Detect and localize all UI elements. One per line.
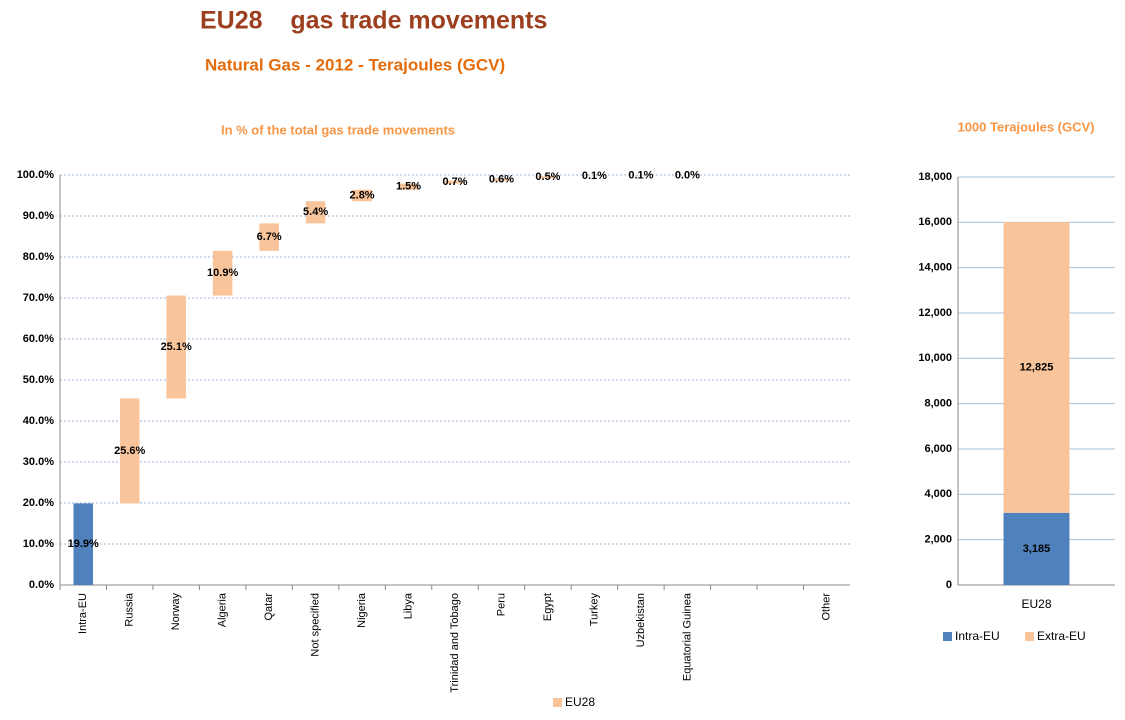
x-tick-label: Not specified	[309, 593, 321, 657]
page-title: EU28 gas trade movements	[200, 7, 547, 35]
y-tick-label: 30.0%	[23, 456, 54, 468]
bar	[119, 398, 140, 504]
y-tick-label: 70.0%	[23, 292, 54, 304]
y-tick-label: 90.0%	[23, 210, 54, 222]
bar	[166, 295, 186, 399]
bar	[445, 180, 465, 184]
bar-segment	[1003, 222, 1070, 513]
x-tick-label: Other	[821, 593, 833, 621]
value-label: 0.0%	[675, 169, 700, 181]
value-label: 6.7%	[257, 231, 282, 243]
bar-segment	[1003, 512, 1070, 585]
y-tick-label: 100.0%	[17, 169, 55, 181]
y-tick-label: 10,000	[918, 352, 952, 364]
x-tick-label: Algeria	[217, 592, 229, 627]
y-tick-label: 2,000	[924, 534, 952, 546]
value-label: 25.1%	[161, 341, 192, 353]
chart-title: 1000 Terajoules (GCV)	[957, 119, 1094, 134]
page-subtitle: Natural Gas - 2012 - Terajoules (GCV)	[205, 55, 505, 74]
y-tick-label: 60.0%	[23, 333, 54, 345]
y-tick-label: 20.0%	[23, 497, 54, 509]
bar	[305, 201, 326, 224]
bar	[73, 503, 93, 585]
bar	[352, 189, 372, 202]
y-tick-label: 0	[946, 579, 952, 591]
y-tick-label: 0.0%	[29, 579, 54, 591]
y-tick-label: 14,000	[918, 262, 952, 274]
y-tick-label: 8,000	[924, 398, 952, 410]
value-label: 1.5%	[396, 181, 421, 193]
x-tick-label: Turkey	[588, 593, 600, 627]
y-tick-label: 6,000	[924, 443, 952, 455]
bar	[212, 250, 233, 296]
value-label: 0.7%	[442, 176, 467, 188]
y-tick-label: 50.0%	[23, 374, 54, 386]
x-tick-label: Trinidad and Tobago	[449, 593, 461, 693]
x-tick-label: Egypt	[542, 593, 554, 621]
bar	[491, 178, 512, 181]
x-tick-label: Russia	[124, 592, 136, 627]
x-tick-label: Equatorial Guinea	[681, 592, 693, 681]
value-label: 19.9%	[68, 538, 99, 550]
bar	[259, 223, 279, 251]
value-label: 12,825	[1020, 361, 1054, 373]
value-label: 5.4%	[303, 206, 328, 218]
value-label: 0.1%	[628, 170, 653, 182]
bar	[398, 183, 419, 190]
value-label: 0.5%	[535, 171, 560, 183]
x-tick-label: Libya	[402, 592, 414, 619]
legend-label: Intra-EU	[955, 629, 1000, 643]
y-tick-label: 80.0%	[23, 251, 54, 263]
x-tick-label: Qatar	[263, 593, 275, 621]
y-tick-label: 4,000	[924, 488, 952, 500]
y-tick-label: 18,000	[918, 171, 952, 183]
y-tick-label: 40.0%	[23, 415, 54, 427]
bar	[538, 176, 558, 179]
value-label: 10.9%	[207, 267, 238, 279]
value-label: 3,185	[1023, 543, 1051, 555]
legend-label: EU28	[565, 695, 595, 709]
legend-swatch	[553, 698, 562, 707]
x-tick-label: Peru	[495, 593, 507, 616]
x-tick-label: Uzbekistan	[635, 593, 647, 647]
chart-title: In % of the total gas trade movements	[221, 122, 455, 137]
y-tick-label: 16,000	[918, 216, 952, 228]
legend-label: Extra-EU	[1037, 629, 1086, 643]
x-tick-label: Nigeria	[356, 592, 368, 628]
legend-swatch	[1025, 632, 1034, 641]
value-label: 2.8%	[350, 189, 375, 201]
legend-swatch	[943, 632, 952, 641]
x-tick-label: EU28	[1021, 597, 1051, 611]
value-label: 0.6%	[489, 173, 514, 185]
y-tick-label: 12,000	[918, 307, 952, 319]
value-label: 25.6%	[114, 445, 145, 457]
x-tick-label: Norway	[170, 593, 182, 631]
y-tick-label: 10.0%	[23, 538, 54, 550]
value-label: 0.1%	[582, 170, 607, 182]
x-tick-label: Intra-EU	[77, 593, 89, 634]
